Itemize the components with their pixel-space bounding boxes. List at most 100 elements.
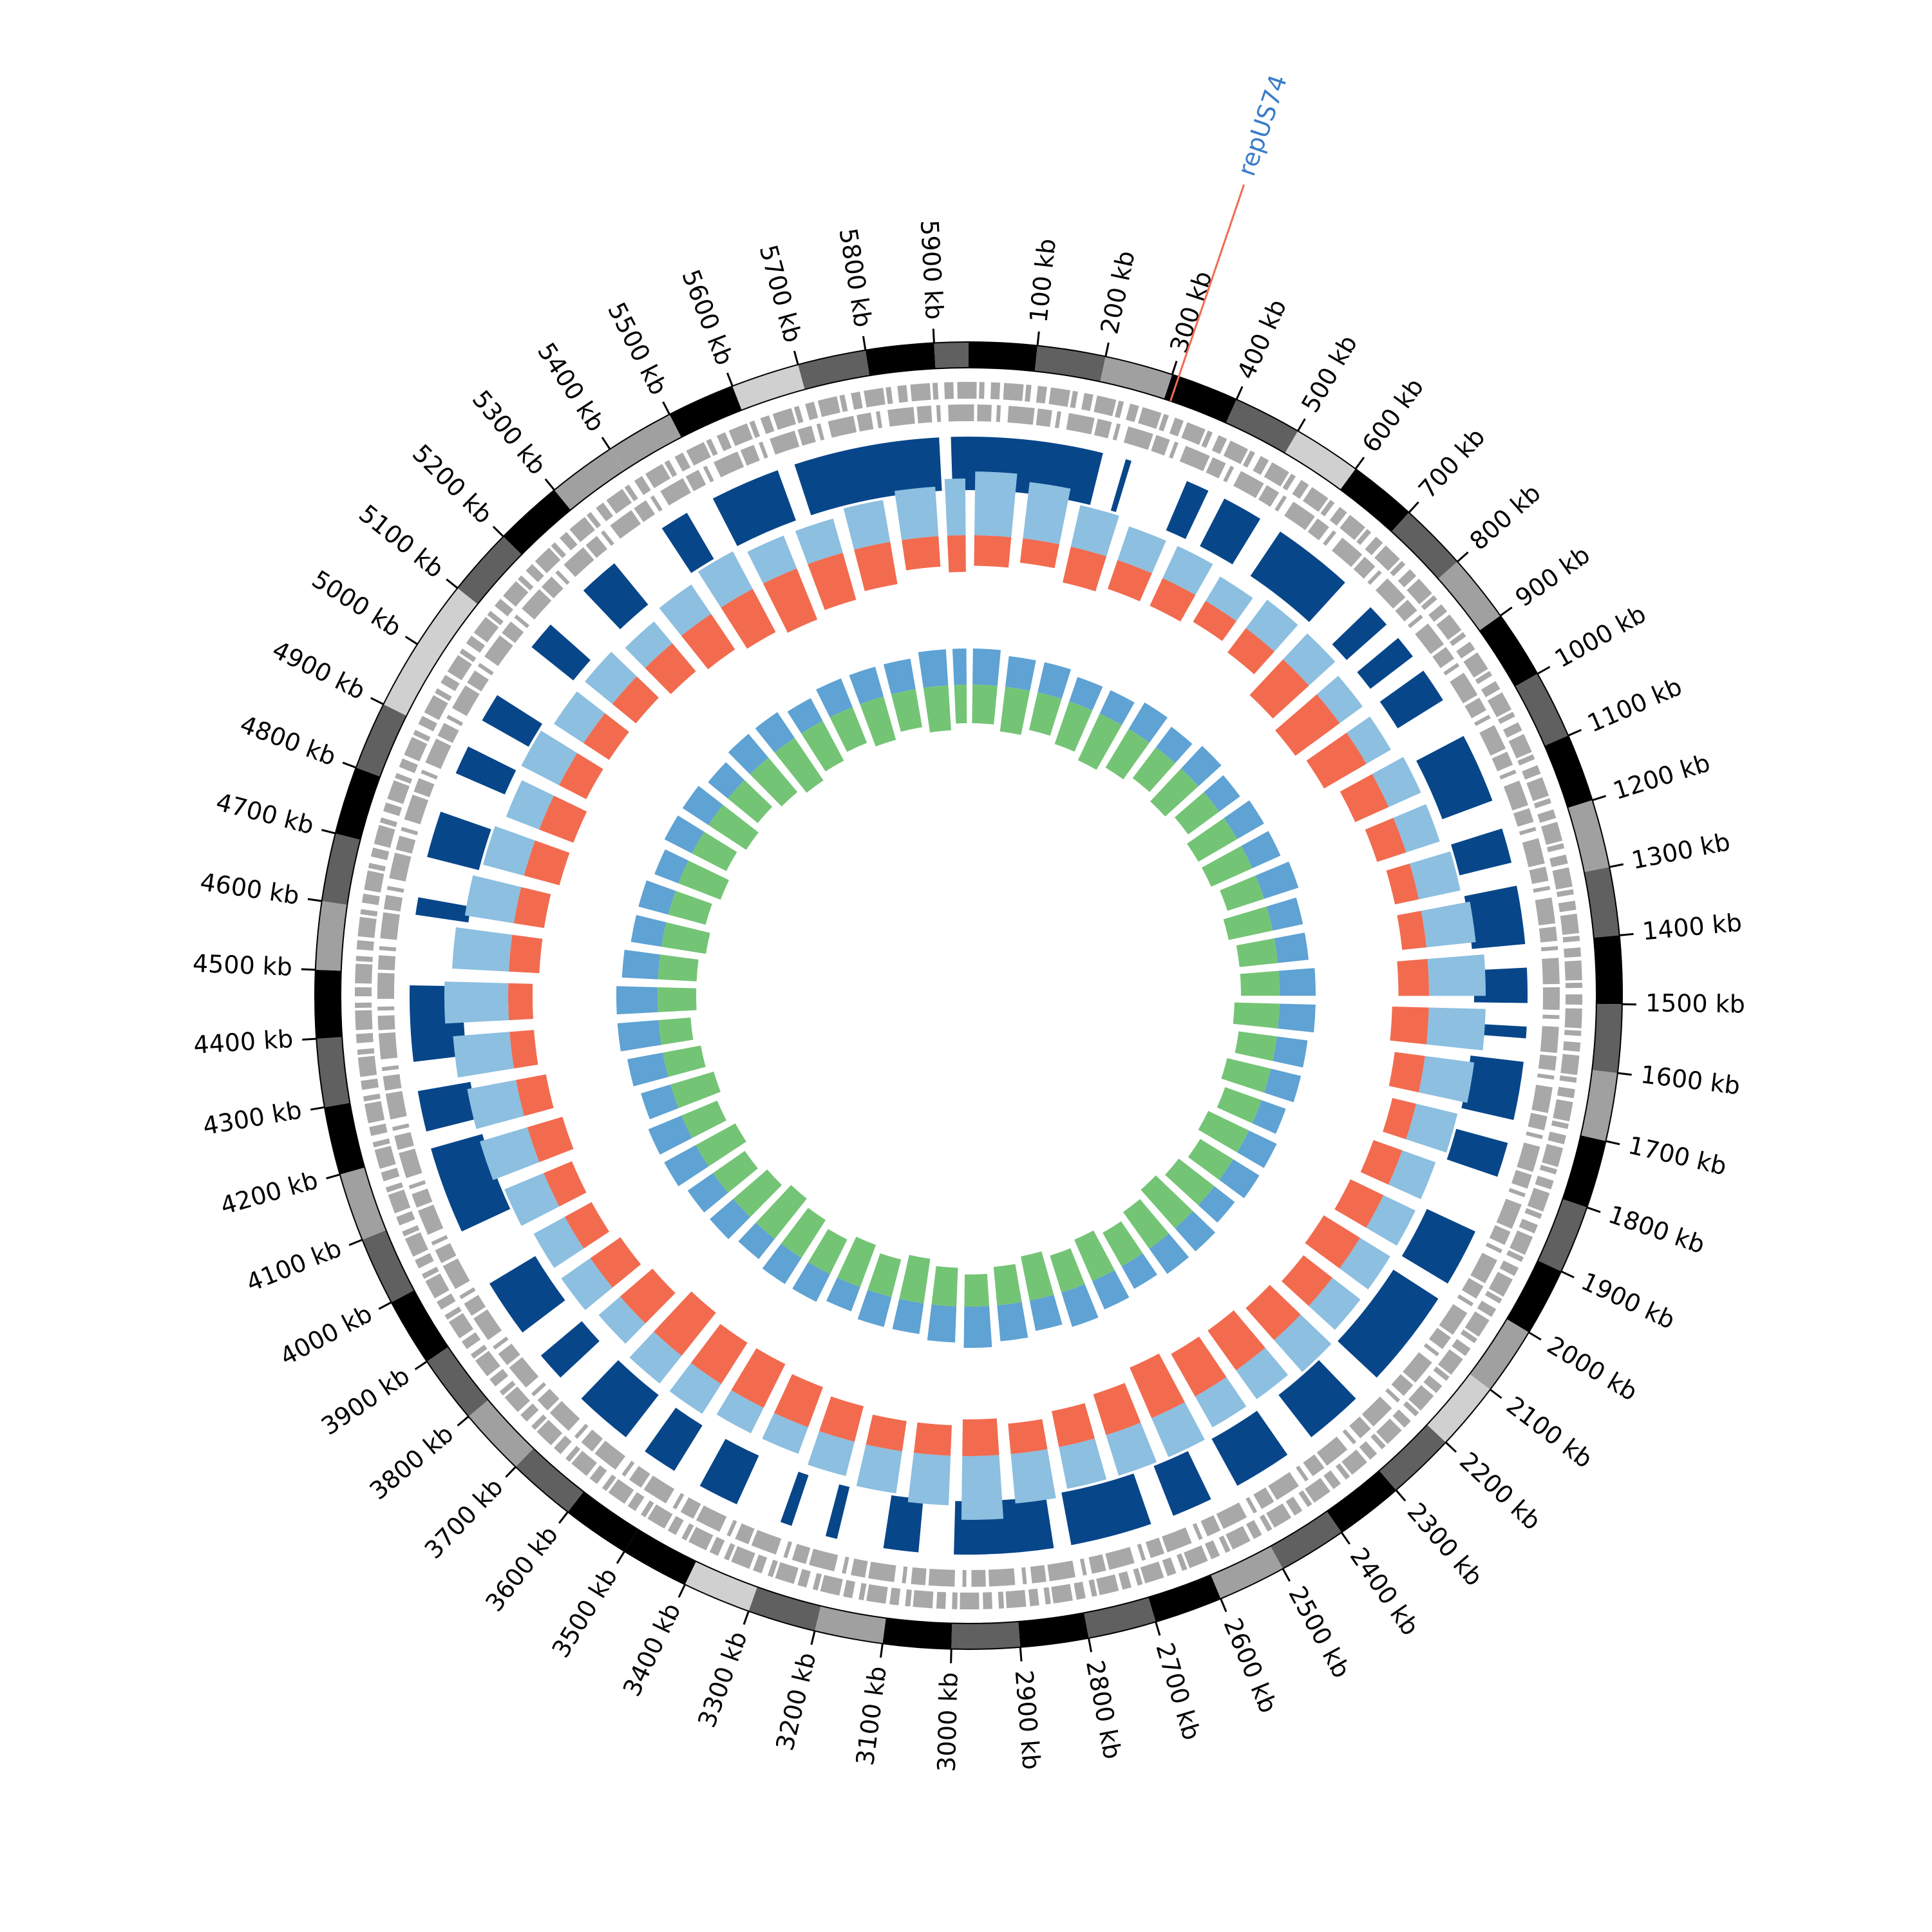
histogram-bar xyxy=(1236,938,1278,967)
histogram-bar xyxy=(1150,768,1199,817)
tick-mark xyxy=(810,1631,816,1645)
histogram-bar xyxy=(670,1072,721,1108)
histogram-bar xyxy=(762,568,818,633)
tick-mark xyxy=(457,1416,469,1426)
histogram-bar xyxy=(1005,656,1036,691)
tick-mark xyxy=(307,898,322,902)
histogram-bar xyxy=(687,1173,728,1213)
ideogram-band xyxy=(685,1561,757,1611)
annotation-line xyxy=(1170,184,1245,402)
histogram-bar xyxy=(1202,846,1253,887)
tick-label: 2800 kb xyxy=(1081,1658,1127,1761)
histogram-bar xyxy=(931,1265,958,1307)
ideogram-band xyxy=(1470,1319,1529,1390)
histogram-bar xyxy=(516,1074,554,1116)
histogram-bar xyxy=(1130,1353,1185,1419)
tick-mark xyxy=(1395,1489,1406,1502)
histogram-bar xyxy=(1340,773,1389,822)
histogram-bar xyxy=(583,713,629,761)
tick-mark xyxy=(1104,342,1110,357)
histogram-bar xyxy=(964,1274,990,1307)
histogram-bar xyxy=(792,1262,830,1302)
histogram-bar xyxy=(952,649,967,685)
histogram-bar xyxy=(1059,1438,1107,1489)
histogram-bar xyxy=(1275,694,1340,756)
histogram-bar xyxy=(1221,1057,1271,1093)
histogram-bar xyxy=(1306,732,1367,789)
histogram-bar xyxy=(808,1431,855,1477)
ideogram-band xyxy=(1592,1003,1622,1074)
histogram-bar xyxy=(692,831,737,871)
ideogram-band xyxy=(1084,1597,1156,1638)
tick-label: 2400 kb xyxy=(1345,1542,1425,1640)
histogram-bar xyxy=(829,706,867,752)
ideogram-band xyxy=(882,1618,952,1649)
histogram-bar xyxy=(907,1452,951,1506)
tick-label: 2500 kb xyxy=(1283,1582,1356,1683)
histogram-bar xyxy=(963,1305,992,1349)
tick-label: 4200 kb xyxy=(217,1166,321,1220)
tick-mark xyxy=(1592,795,1607,801)
histogram-bar xyxy=(1155,726,1193,763)
histogram-bar xyxy=(808,553,857,611)
histogram-bar xyxy=(1237,1130,1277,1168)
histogram-bar xyxy=(1427,954,1486,996)
histogram-bar xyxy=(1274,933,1309,963)
histogram-bar xyxy=(664,815,705,854)
tick-label: 400 kb xyxy=(1232,295,1293,383)
histogram-bar xyxy=(716,1390,764,1434)
histogram-bar xyxy=(1266,897,1303,931)
histogram-bar xyxy=(1278,968,1316,996)
ideogram-band xyxy=(457,536,522,605)
tick-label: 2100 kb xyxy=(1501,1391,1598,1473)
tick-mark xyxy=(677,1584,686,1598)
histogram-bar xyxy=(1165,1159,1215,1206)
histogram-bar xyxy=(1052,1403,1095,1448)
tick-mark xyxy=(1220,1598,1227,1613)
ideogram-band xyxy=(1515,674,1569,746)
ideogram-band xyxy=(383,644,439,716)
gene-track-outer xyxy=(355,382,1582,1609)
histogram-bar xyxy=(713,1151,758,1193)
tick-label: 4500 kb xyxy=(192,949,293,981)
ideogram-band xyxy=(1100,356,1173,399)
feature-block xyxy=(415,897,471,923)
tick-label: 900 kb xyxy=(1510,540,1595,612)
histogram-bar xyxy=(1093,1383,1141,1435)
tick-mark xyxy=(1282,1568,1291,1582)
ideogram-band xyxy=(1544,735,1593,808)
histogram-bar xyxy=(678,860,729,900)
histogram-bar xyxy=(762,1244,802,1284)
histogram-bar xyxy=(731,1348,786,1408)
ideogram-band xyxy=(554,449,625,510)
histogram-bar xyxy=(1070,505,1119,556)
tick-label: 5900 kb xyxy=(915,219,949,320)
feature-block xyxy=(1278,1359,1356,1437)
histogram-bar xyxy=(690,1323,748,1385)
feature-block xyxy=(482,695,543,747)
histogram-bar xyxy=(1241,831,1281,869)
histogram-bar xyxy=(590,1237,641,1288)
tick-label: 200 kb xyxy=(1095,248,1140,336)
histogram-bar xyxy=(1245,1285,1301,1340)
tick-mark xyxy=(505,1466,516,1478)
histogram-bar xyxy=(961,1455,1004,1520)
tick-label: 4800 kb xyxy=(236,710,340,771)
feature-block xyxy=(1473,967,1528,1003)
tick-label: 5400 kb xyxy=(532,337,611,437)
tick-mark xyxy=(1528,1331,1542,1341)
histogram-bar xyxy=(1188,1139,1233,1180)
histogram-bar xyxy=(612,676,659,724)
histogram-bar xyxy=(1023,482,1071,545)
histogram-bar xyxy=(856,1444,902,1493)
tick-label: 4000 kb xyxy=(276,1300,377,1372)
histogram-bar xyxy=(1334,1179,1384,1228)
feature-block xyxy=(1416,735,1493,820)
ideogram-band xyxy=(316,1037,350,1108)
histogram-bar xyxy=(816,678,853,717)
histogram-bar xyxy=(508,934,543,974)
histogram-bar xyxy=(891,689,922,732)
histogram-bar xyxy=(681,1100,726,1139)
tick-mark xyxy=(378,1301,392,1310)
histogram-bar xyxy=(467,1080,524,1130)
